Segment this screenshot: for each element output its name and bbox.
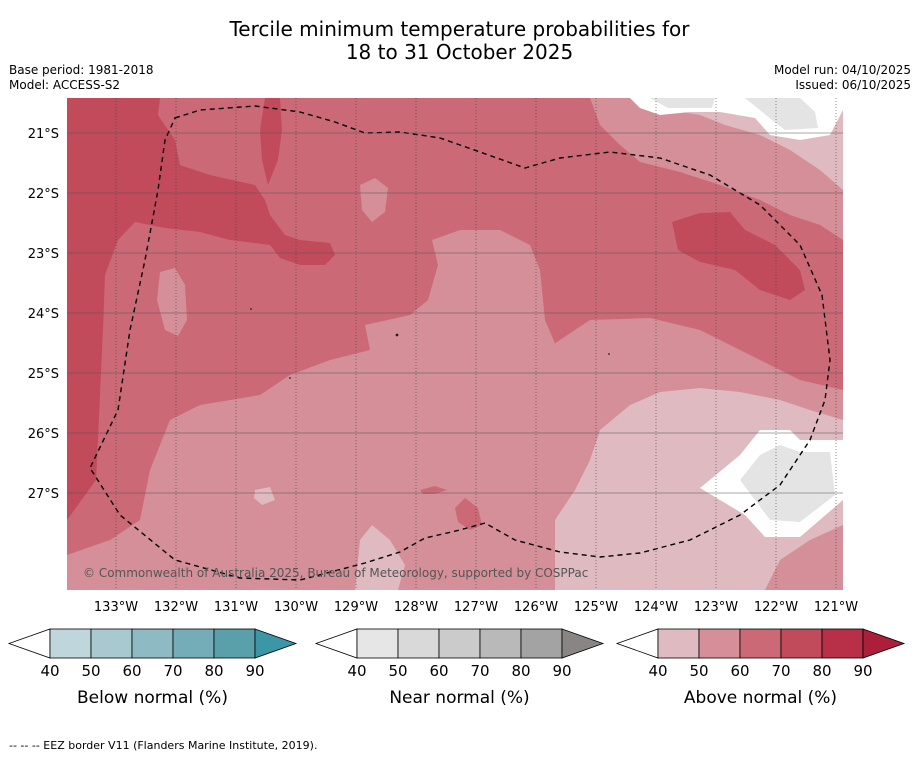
near-normal-region-northeast xyxy=(745,98,818,130)
colorbar-tick-label: 40 xyxy=(40,662,59,680)
colorbar-over-triangle xyxy=(561,628,605,659)
colorbar-tick-label: 60 xyxy=(429,662,448,680)
near-normal-region-north xyxy=(650,98,715,108)
above-70-region-west xyxy=(67,98,335,520)
colorbar-box xyxy=(821,628,864,659)
colorbar-box xyxy=(698,628,741,659)
issued-date: Issued: 06/10/2025 xyxy=(795,78,911,92)
colorbar-title: Below normal (%) xyxy=(77,688,228,708)
colorbar-tick-label: 50 xyxy=(388,662,407,680)
meta-left: Base period: 1981-2018 Model: ACCESS-S2 xyxy=(9,63,154,93)
eez-border xyxy=(89,105,831,581)
lat-label: 26°S xyxy=(28,427,59,442)
colorbar-tick-label: 50 xyxy=(689,662,708,680)
lon-label: 129°W xyxy=(334,600,378,615)
colorbar-box xyxy=(657,628,700,659)
lon-label: 127°W xyxy=(454,600,498,615)
lon-label: 123°W xyxy=(694,600,738,615)
model-name: Model: ACCESS-S2 xyxy=(9,78,121,92)
colorbar-box xyxy=(397,628,440,659)
eez-footnote: -- -- -- EEZ border V11 (Flanders Marine… xyxy=(9,739,318,752)
lon-axis: 133°W 132°W 131°W 130°W 129°W 128°W 127°… xyxy=(94,600,858,615)
model-run: Model run: 04/10/2025 xyxy=(773,63,911,77)
colorbar-over-triangle xyxy=(862,628,906,659)
colorbar-tick-label: 40 xyxy=(347,662,366,680)
colorbar-box xyxy=(213,628,256,659)
colorbar-title: Above normal (%) xyxy=(684,688,837,708)
above-70-region-north xyxy=(260,98,282,185)
above-50-patch-a xyxy=(360,178,388,222)
lon-label: 126°W xyxy=(514,600,558,615)
map-title: Tercile minimum temperature probabilitie… xyxy=(0,18,919,64)
lon-label: 133°W xyxy=(94,600,138,615)
lat-label: 23°S xyxy=(28,247,59,262)
lon-label: 125°W xyxy=(574,600,618,615)
lon-label: 131°W xyxy=(214,600,258,615)
above-50-patch-b xyxy=(157,268,187,336)
colorbar-tick-label: 80 xyxy=(812,662,831,680)
title-line-2: 18 to 31 October 2025 xyxy=(345,40,574,64)
colorbar-tick-label: 60 xyxy=(730,662,749,680)
near-normal-region-east xyxy=(740,445,835,522)
colorbar-tick-label: 60 xyxy=(122,662,141,680)
above-40-patch-southwest xyxy=(355,525,405,590)
lat-label: 22°S xyxy=(28,187,59,202)
colorbar-tick-label: 80 xyxy=(511,662,530,680)
colorbar-box xyxy=(479,628,522,659)
above-60-patch-small xyxy=(455,498,482,530)
lat-label: 21°S xyxy=(28,127,59,142)
meta-right: Model run: 04/10/2025 Issued: 06/10/2025 xyxy=(774,63,911,93)
colorbar-box xyxy=(172,628,215,659)
colorbar-box xyxy=(520,628,563,659)
above-60-patch-tiny xyxy=(420,486,447,494)
colorbar-tick-label: 70 xyxy=(771,662,790,680)
lon-label: 132°W xyxy=(154,600,198,615)
colorbar-under-triangle xyxy=(7,628,51,659)
lon-label: 130°W xyxy=(274,600,318,615)
colorbar-under-triangle xyxy=(314,628,358,659)
lon-label: 128°W xyxy=(394,600,438,615)
lat-label: 25°S xyxy=(28,367,59,382)
copyright-text: © Commonwealth of Australia 2025, Bureau… xyxy=(83,566,588,580)
above-70-region-east xyxy=(672,212,805,300)
colorbar-box xyxy=(131,628,174,659)
colorbar-below: 40 50 60 70 80 90 Below normal (%) xyxy=(7,628,298,708)
lon-label: 121°W xyxy=(814,600,858,615)
colorbar-box xyxy=(739,628,782,659)
colorbar-tick-label: 90 xyxy=(552,662,571,680)
map-area: © Commonwealth of Australia 2025, Bureau… xyxy=(67,98,843,590)
title-line-1: Tercile minimum temperature probabilitie… xyxy=(229,17,690,41)
colorbar-box xyxy=(90,628,133,659)
colorbar-under-triangle xyxy=(615,628,659,659)
lat-axis: 21°S 22°S 23°S 24°S 25°S 26°S 27°S xyxy=(28,127,59,502)
colorbar-box xyxy=(780,628,823,659)
colorbar-tick-label: 90 xyxy=(853,662,872,680)
colorbar-above: 40 50 60 70 80 90 Above normal (%) xyxy=(615,628,906,708)
colorbar-tick-label: 40 xyxy=(648,662,667,680)
colorbar-over-triangle xyxy=(254,628,298,659)
base-period: Base period: 1981-2018 xyxy=(9,63,154,77)
lat-label: 24°S xyxy=(28,307,59,322)
colorbar-tick-label: 70 xyxy=(470,662,489,680)
colorbar-tick-label: 70 xyxy=(163,662,182,680)
colorbars: 40 50 60 70 80 90 Below normal (%) 40 50 60 70 80 90… xyxy=(7,628,906,708)
above-40-patch-small xyxy=(254,487,275,505)
lat-label: 27°S xyxy=(28,487,59,502)
colorbar-tick-label: 80 xyxy=(204,662,223,680)
grid-lines xyxy=(115,98,837,590)
colorbar-tick-label: 50 xyxy=(81,662,100,680)
lon-label: 124°W xyxy=(634,600,678,615)
lon-label: 122°W xyxy=(754,600,798,615)
grid-lat-lines xyxy=(67,132,843,494)
islands xyxy=(250,308,610,379)
colorbar-box xyxy=(49,628,92,659)
colorbar-tick-label: 90 xyxy=(245,662,264,680)
colorbar-box xyxy=(356,628,399,659)
colorbar-box xyxy=(438,628,481,659)
colorbar-title: Near normal (%) xyxy=(389,688,529,708)
colorbar-near: 40 50 60 70 80 90 Near normal (%) xyxy=(314,628,605,708)
